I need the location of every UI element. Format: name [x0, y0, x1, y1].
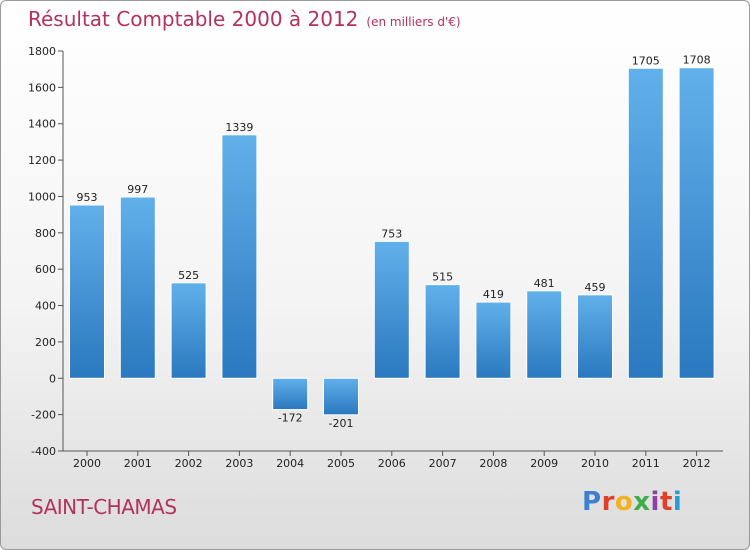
bar-value-label: -172 [278, 412, 303, 425]
x-tick-label: 2000 [73, 457, 101, 470]
bar-value-label: 459 [585, 281, 606, 294]
bar [69, 204, 105, 379]
y-tick-label: 600 [35, 263, 56, 276]
chart-title: Résultat Comptable 2000 à 2012 [28, 7, 359, 31]
y-tick-label: 1600 [28, 81, 56, 94]
logo-letter: x [633, 487, 651, 517]
logo-letter: t [659, 487, 673, 517]
y-tick-label: 800 [35, 227, 56, 240]
bar [424, 284, 461, 379]
location-name: SAINT-CHAMAS [31, 495, 177, 519]
bar [221, 134, 258, 379]
bar-value-label: 515 [432, 271, 453, 284]
x-tick-label: 2012 [683, 457, 711, 470]
bar-value-label: 753 [381, 227, 402, 240]
bar-value-label: 481 [534, 277, 555, 290]
logo-letter: P [582, 487, 602, 517]
y-tick-label: 1400 [28, 118, 56, 131]
bar-value-label: 419 [483, 288, 504, 301]
y-tick-label: -400 [31, 445, 56, 458]
x-tick-label: 2006 [378, 457, 406, 470]
bar-value-label: 1705 [632, 54, 660, 67]
bar [323, 377, 359, 416]
x-tick-label: 2011 [632, 457, 660, 470]
chart-subtitle: (en milliers d'€) [366, 15, 461, 29]
x-tick-label: 2001 [124, 457, 152, 470]
bar [526, 290, 563, 379]
y-tick-label: 1000 [28, 190, 56, 203]
proxiti-logo: Proxiti [582, 487, 682, 517]
bar [119, 196, 156, 379]
logo-letter: r [601, 487, 615, 517]
bar-value-label: -201 [329, 417, 354, 430]
bar-value-label: 1708 [683, 54, 711, 67]
y-tick-label: -200 [31, 409, 56, 422]
bar-value-label: 997 [127, 183, 148, 196]
y-tick-label: 0 [49, 372, 56, 385]
bar [627, 67, 664, 379]
x-tick-label: 2002 [175, 457, 203, 470]
bar-value-label: 525 [178, 269, 199, 282]
logo-letter: i [650, 487, 660, 517]
bar [373, 240, 410, 379]
x-tick-label: 2003 [225, 457, 253, 470]
bar [475, 301, 512, 379]
x-tick-label: 2008 [479, 457, 507, 470]
bar [272, 377, 309, 411]
x-tick-label: 2005 [327, 457, 355, 470]
y-tick-label: 1200 [28, 154, 56, 167]
bar-value-label: 1339 [225, 121, 253, 134]
bar [577, 294, 613, 379]
bar-value-label: 953 [77, 191, 98, 204]
logo-letter: o [614, 487, 634, 517]
logo-letter: i [672, 487, 683, 517]
bar [678, 67, 715, 379]
y-tick-label: 1800 [28, 45, 56, 58]
x-tick-label: 2010 [581, 457, 609, 470]
bar [170, 282, 207, 379]
x-tick-label: 2004 [276, 457, 304, 470]
y-tick-label: 200 [35, 336, 56, 349]
y-tick-label: 400 [35, 300, 56, 313]
chart-title-block: Résultat Comptable 2000 à 2012 (en millie… [28, 7, 461, 31]
x-tick-label: 2007 [429, 457, 457, 470]
x-tick-label: 2009 [530, 457, 558, 470]
